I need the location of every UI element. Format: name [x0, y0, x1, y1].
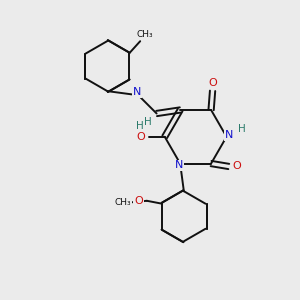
Text: H: H — [136, 121, 144, 130]
Text: O: O — [232, 161, 242, 172]
Text: CH₃: CH₃ — [137, 30, 154, 39]
Text: O: O — [208, 78, 217, 88]
Text: CH₃: CH₃ — [114, 198, 131, 207]
Text: H: H — [144, 117, 152, 127]
Text: N: N — [133, 87, 141, 97]
Text: H: H — [238, 124, 246, 134]
Text: N: N — [225, 130, 233, 140]
Text: O: O — [136, 132, 145, 142]
Text: N: N — [175, 160, 183, 170]
Text: O: O — [134, 196, 143, 206]
